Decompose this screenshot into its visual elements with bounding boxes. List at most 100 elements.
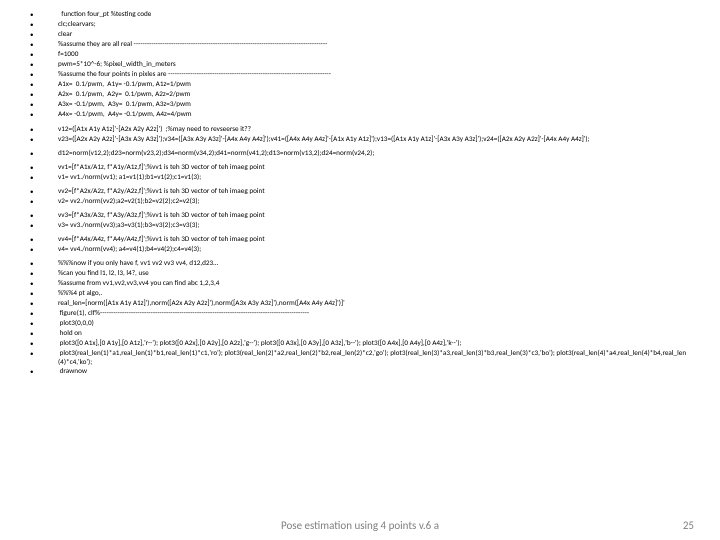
code-line: •real_len=[norm([A1x A1y A1z]'),norm([A2… — [30, 299, 690, 308]
bullet-icon: • — [30, 70, 58, 79]
bullet-icon: • — [30, 349, 58, 358]
code-text: v2= vv2./norm(vv2);a2=v2(1);b2=v2(2);c2=… — [58, 197, 690, 205]
code-text: clc;clearvars; — [58, 20, 690, 28]
code-text: figure(1), clf%-------------------------… — [58, 309, 690, 317]
code-line: •%assume the four points in pixles are -… — [30, 70, 690, 79]
code-text: pwm=5*10^-6; %pixel_width_in_meters — [58, 60, 690, 68]
code-line: •vv4=[f*A4x/A4z, f*A4y/A4z,f]';%vv1 is t… — [30, 235, 690, 244]
bullet-icon: • — [30, 90, 58, 99]
bullet-icon: • — [30, 10, 58, 19]
code-line: •pwm=5*10^-6; %pixel_width_in_meters — [30, 60, 690, 69]
code-line: •v3= vv3./norm(vv3);a3=v3(1);b3=v3(2);c3… — [30, 221, 690, 230]
bullet-icon: • — [30, 235, 58, 244]
bullet-icon: • — [30, 173, 58, 182]
bullet-icon: • — [30, 319, 58, 328]
code-line: •v1= vv1./norm(vv1); a1=v1(1);b1=v1(2);c… — [30, 173, 690, 182]
bullet-icon: • — [30, 80, 58, 89]
bullet-icon: • — [30, 259, 58, 268]
code-text: A3x= -0.1/pwm, A3y= 0.1/pwm, A3z=3/pwm — [58, 100, 690, 108]
code-text: hold on — [58, 329, 690, 337]
code-line: • function four_pt %testing code — [30, 10, 690, 19]
code-text: v1= vv1./norm(vv1); a1=v1(1);b1=v1(2);c1… — [58, 173, 690, 181]
code-line: •vv1=[f*A1x/A1z, f*A1y/A1z,f]';%vv1 is t… — [30, 163, 690, 172]
code-line: •f=1000 — [30, 50, 690, 59]
code-text: v4= vv4./norm(vv4); a4=v4(1);b4=v4(2);c4… — [58, 245, 690, 253]
bullet-icon: • — [30, 367, 58, 376]
code-text: vv2=[f*A2x/A2z, f*A2y/A2z,f]';%vv1 is te… — [58, 187, 690, 195]
code-text: f=1000 — [58, 50, 690, 58]
bullet-icon: • — [30, 329, 58, 338]
code-line: •%assume from vv1,vv2,vv3,vv4 you can fi… — [30, 279, 690, 288]
code-line: •A1x= 0.1/pwm, A1y= -0.1/pwm, A1z=1/pwm — [30, 80, 690, 89]
bullet-icon: • — [30, 125, 58, 134]
code-text: real_len=[norm([A1x A1y A1z]'),norm([A2x… — [58, 299, 690, 307]
code-text: %%%4 pt algo,. — [58, 289, 690, 297]
bullet-icon: • — [30, 60, 58, 69]
bullet-icon: • — [30, 40, 58, 49]
code-text: vv3=[f*A3x/A3z, f*A3y/A3z,f]';%vv1 is te… — [58, 211, 690, 219]
code-line: • hold on — [30, 329, 690, 338]
bullet-icon: • — [30, 20, 58, 29]
bullet-icon: • — [30, 221, 58, 230]
code-text: plot3([0 A1x],[0 A1y],[0 A1z],'r--'); pl… — [58, 339, 690, 347]
code-line: •A3x= -0.1/pwm, A3y= 0.1/pwm, A3z=3/pwm — [30, 100, 690, 109]
code-block: • function four_pt %testing code•clc;cle… — [0, 0, 720, 376]
code-text: function four_pt %testing code — [58, 10, 690, 18]
code-text: %assume they are all real --------------… — [58, 40, 690, 48]
code-line: •v2= vv2./norm(vv2);a2=v2(1);b2=v2(2);c2… — [30, 197, 690, 206]
bullet-icon: • — [30, 245, 58, 254]
bullet-icon: • — [30, 211, 58, 220]
code-line: •%%%now if you only have f, vv1 vv2 vv3 … — [30, 259, 690, 268]
code-line: • plot3(0,0,0) — [30, 319, 690, 328]
bullet-icon: • — [30, 289, 58, 298]
bullet-icon: • — [30, 269, 58, 278]
code-text: vv1=[f*A1x/A1z, f*A1y/A1z,f]';%vv1 is te… — [58, 163, 690, 171]
code-line: • plot3([0 A1x],[0 A1y],[0 A1z],'r--'); … — [30, 339, 690, 348]
bullet-icon: • — [30, 309, 58, 318]
code-line: •clear — [30, 30, 690, 39]
bullet-icon: • — [30, 50, 58, 59]
code-text: drawnow — [58, 367, 690, 375]
bullet-icon: • — [30, 30, 58, 39]
code-line: • plot3(real_len(1)*a1,real_len(1)*b1,re… — [30, 349, 690, 366]
code-text: vv4=[f*A4x/A4z, f*A4y/A4z,f]';%vv1 is te… — [58, 235, 690, 243]
code-text: %assume the four points in pixles are --… — [58, 70, 690, 78]
code-text: clear — [58, 30, 690, 38]
code-line: •clc;clearvars; — [30, 20, 690, 29]
code-line: • drawnow — [30, 367, 690, 376]
code-line: •v23=([A2x A2y A2z]'-[A3x A3y A3z]');v34… — [30, 135, 690, 144]
bullet-icon: • — [30, 149, 58, 158]
code-line: •v4= vv4./norm(vv4); a4=v4(1);b4=v4(2);c… — [30, 245, 690, 254]
code-line: •%can you find l1, l2, l3, l4?, use — [30, 269, 690, 278]
footer-title: Pose estimation using 4 points v.6 a — [0, 519, 720, 532]
bullet-icon: • — [30, 339, 58, 348]
code-text: %assume from vv1,vv2,vv3,vv4 you can fin… — [58, 279, 690, 287]
code-text: v12=([A1x A1y A1z]'-[A2x A2y A2z]') ;%ma… — [58, 125, 690, 133]
code-line: • figure(1), clf%-----------------------… — [30, 309, 690, 318]
bullet-icon: • — [30, 187, 58, 196]
code-line: •d12=norm(v12,2);d23=norm(v23,2);d34=nor… — [30, 149, 690, 158]
bullet-icon: • — [30, 279, 58, 288]
code-line: •A4x= -0.1/pwm, A4y= -0.1/pwm, A4z=4/pwm — [30, 110, 690, 119]
code-text: d12=norm(v12,2);d23=norm(v23,2);d34=norm… — [58, 149, 690, 157]
code-line: •vv2=[f*A2x/A2z, f*A2y/A2z,f]';%vv1 is t… — [30, 187, 690, 196]
code-text: %%%now if you only have f, vv1 vv2 vv3 v… — [58, 259, 690, 267]
code-text: v23=([A2x A2y A2z]'-[A3x A3y A3z]');v34=… — [58, 135, 690, 143]
code-text: %can you find l1, l2, l3, l4?, use — [58, 269, 690, 277]
bullet-icon: • — [30, 163, 58, 172]
code-line: •%assume they are all real -------------… — [30, 40, 690, 49]
code-line: •%%%4 pt algo,. — [30, 289, 690, 298]
bullet-icon: • — [30, 110, 58, 119]
code-text: A4x= -0.1/pwm, A4y= -0.1/pwm, A4z=4/pwm — [58, 110, 690, 118]
code-line: •A2x= 0.1/pwm, A2y= 0.1/pwm, A2z=2/pwm — [30, 90, 690, 99]
bullet-icon: • — [30, 197, 58, 206]
code-line: •v12=([A1x A1y A1z]'-[A2x A2y A2z]') ;%m… — [30, 125, 690, 134]
code-text: A2x= 0.1/pwm, A2y= 0.1/pwm, A2z=2/pwm — [58, 90, 690, 98]
code-text: v3= vv3./norm(vv3);a3=v3(1);b3=v3(2);c3=… — [58, 221, 690, 229]
page-number: 25 — [683, 519, 694, 532]
code-text: A1x= 0.1/pwm, A1y= -0.1/pwm, A1z=1/pwm — [58, 80, 690, 88]
bullet-icon: • — [30, 135, 58, 144]
code-text: plot3(real_len(1)*a1,real_len(1)*b1,real… — [58, 349, 690, 366]
code-text: plot3(0,0,0) — [58, 319, 690, 327]
code-line: •vv3=[f*A3x/A3z, f*A3y/A3z,f]';%vv1 is t… — [30, 211, 690, 220]
